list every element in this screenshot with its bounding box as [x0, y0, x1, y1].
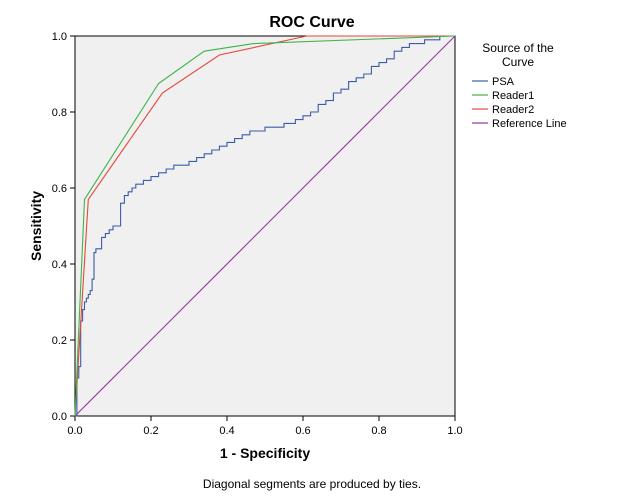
y-axis-label: Sensitivity	[28, 191, 44, 261]
x-axis: 0.0 0.2 0.4 0.6 0.8 1.0	[67, 416, 463, 437]
x-tick-label: 0.8	[371, 425, 386, 437]
chart-title: ROC Curve	[269, 14, 354, 31]
legend-label-psa: PSA	[492, 76, 515, 88]
legend-items: PSA Reader1 Reader2 Reference Line	[472, 76, 567, 130]
legend-label-reader2: Reader2	[492, 104, 534, 116]
legend-title-line2: Curve	[502, 55, 534, 69]
legend-title-line1: Source of the	[482, 41, 554, 55]
footnote: Diagonal segments are produced by ties.	[203, 477, 421, 491]
y-tick-label: 0.8	[52, 107, 67, 119]
series-line-reader1	[74, 35, 456, 417]
y-tick-label: 0.6	[52, 183, 67, 195]
y-tick-label: 0.0	[52, 411, 67, 423]
x-tick-label: 0.4	[219, 425, 234, 437]
y-tick-label: 0.2	[52, 335, 67, 347]
series-line-psa	[75, 35, 455, 417]
y-tick-label: 0.4	[52, 259, 67, 271]
y-axis: 0.0 0.2 0.4 0.6 0.8 1.0	[52, 31, 75, 423]
series-group	[74, 35, 456, 417]
x-tick-label: 0.6	[295, 425, 310, 437]
series-line-reader2	[74, 35, 455, 417]
legend-label-reader1: Reader1	[492, 90, 534, 102]
y-tick-label: 1.0	[52, 31, 67, 43]
x-tick-label: 1.0	[447, 425, 462, 437]
x-tick-label: 0.2	[143, 425, 158, 437]
legend: Source of the Curve PSA Reader1 Reader2 Ref…	[472, 41, 567, 130]
legend-label-reference-line: Reference Line	[492, 118, 567, 130]
x-tick-label: 0.0	[67, 425, 82, 437]
x-axis-label: 1 - Specificity	[220, 445, 310, 461]
series-line-reference-line	[74, 35, 456, 417]
